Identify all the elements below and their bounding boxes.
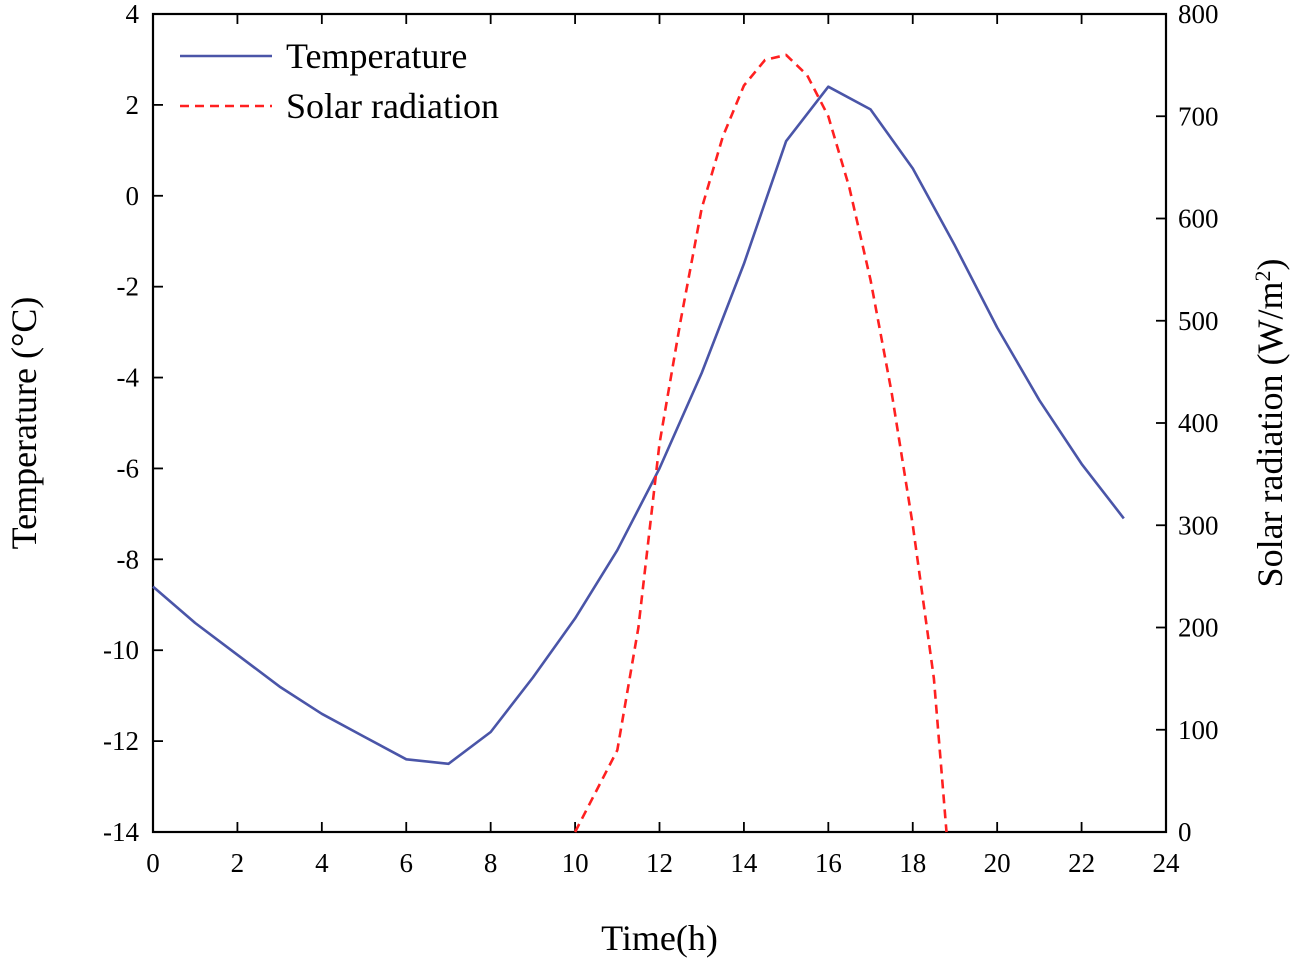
y-left-tick-label: 2 xyxy=(126,90,140,120)
y-right-tick-label: 100 xyxy=(1178,715,1219,745)
y-axis-right-title-main: Solar radiation (W/m xyxy=(1250,282,1290,588)
y-axis-right-title: Solar radiation (W/m2) xyxy=(1250,259,1290,588)
x-tick-label: 20 xyxy=(984,848,1011,878)
x-tick-label: 22 xyxy=(1068,848,1095,878)
x-axis-title: Time(h) xyxy=(601,918,718,958)
y-left-tick-label: -8 xyxy=(117,544,140,574)
y-right-tick-label: 400 xyxy=(1178,408,1219,438)
y-left-tick-label: -4 xyxy=(117,363,140,393)
y-left-tick-label: -12 xyxy=(103,726,139,756)
y-left-tick-label: -2 xyxy=(117,272,140,302)
series-layer xyxy=(152,53,1125,833)
x-tick-label: 18 xyxy=(899,848,926,878)
series-line-temperature xyxy=(152,85,1125,766)
y-left-tick-label: -14 xyxy=(103,817,139,847)
x-tick-label: 24 xyxy=(1153,848,1181,878)
legend: Temperature Solar radiation xyxy=(180,36,499,126)
y-axis-right-title-close: ) xyxy=(1250,259,1290,271)
series-line-solar-radiation xyxy=(573,53,948,833)
y-axis-right-title-superscript: 2 xyxy=(1250,271,1275,282)
x-tick-label: 0 xyxy=(146,848,160,878)
y-right-tick-label: 600 xyxy=(1178,204,1219,234)
x-tick-label: 8 xyxy=(484,848,498,878)
y-left-tick-label: 4 xyxy=(126,0,140,29)
x-tick-label: 14 xyxy=(730,848,758,878)
legend-label-temperature: Temperature xyxy=(286,36,467,76)
y-right-tick-label: 700 xyxy=(1178,101,1219,131)
y-left-tick-label: -10 xyxy=(103,635,139,665)
x-tick-label: 12 xyxy=(646,848,673,878)
y-left-tick-label: -6 xyxy=(117,453,140,483)
x-tick-label: 2 xyxy=(231,848,245,878)
y-left-tick-label: 0 xyxy=(126,181,140,211)
legend-label-solar-radiation: Solar radiation xyxy=(286,86,499,126)
axes-layer xyxy=(151,12,1168,834)
ticks-layer: 0 2 4 6 8 10 12 14 16 18 20 22 24-14-12-10-8-6-4-202… xyxy=(103,0,1219,878)
y-right-tick-label: 500 xyxy=(1178,306,1219,336)
y-right-tick-label: 200 xyxy=(1178,613,1219,643)
y-right-tick-label: 800 xyxy=(1178,0,1219,29)
x-tick-label: 6 xyxy=(400,848,414,878)
x-tick-label: 16 xyxy=(815,848,842,878)
y-right-tick-label: 0 xyxy=(1178,817,1192,847)
y-axis-left-title: Temperature (°C) xyxy=(4,297,44,550)
y-right-tick-label: 300 xyxy=(1178,510,1219,540)
plot-frame xyxy=(151,12,1168,834)
x-tick-label: 4 xyxy=(315,848,329,878)
x-tick-label: 10 xyxy=(562,848,589,878)
